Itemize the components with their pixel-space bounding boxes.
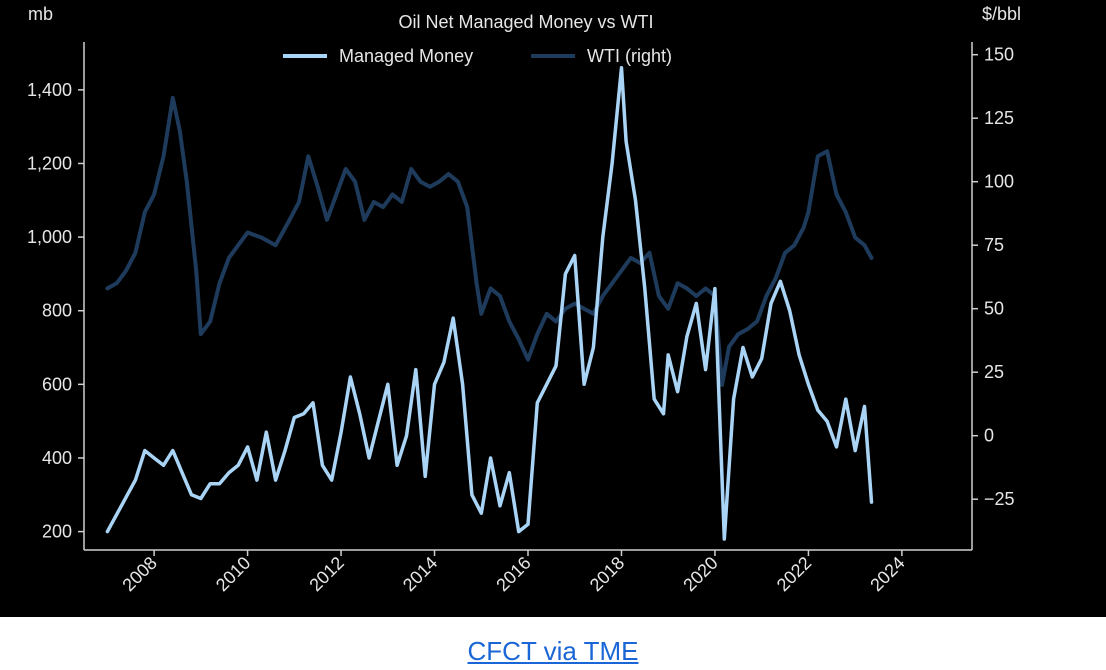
left-axis-tick-label: 600 [42,374,72,394]
chart-figure: Oil Net Managed Money vs WTI mb $/bbl 20… [0,0,1106,617]
managed-money-line [105,66,874,541]
right-axis-tick-label: 50 [984,299,1004,319]
x-axis-tick-label: 2010 [212,553,254,595]
x-axis-tick-label: 2014 [399,553,441,595]
legend-label-managed-money: Managed Money [339,46,473,66]
right-axis-tick-label: 0 [984,426,994,446]
left-axis-tick-label: 400 [42,448,72,468]
left-axis-tick-label: 1,400 [27,80,72,100]
right-axis-tick-label: −25 [984,489,1015,509]
left-axis-tick-label: 200 [42,522,72,542]
series-layer [105,66,874,541]
x-axis-tick-label: 2012 [305,553,347,595]
left-axis-tick-label: 800 [42,301,72,321]
right-axis-tick-label: 150 [984,45,1014,65]
wti-line [105,95,874,387]
legend-label-wti: WTI (right) [587,46,672,66]
x-axis-tick-label: 2022 [773,553,815,595]
left-axis-tick-label: 1,200 [27,153,72,173]
source-link[interactable]: CFCT via TME [467,636,639,666]
x-axis-tick-label: 2020 [679,553,721,595]
right-axis-tick-label: 75 [984,235,1004,255]
left-axis-unit-label: mb [28,4,53,24]
right-axis-tick-label: 25 [984,362,1004,382]
legend: Managed Money WTI (right) [283,46,672,66]
right-axis-tick-label: 100 [984,172,1014,192]
left-axis-tick-label: 1,000 [27,227,72,247]
x-axis-tick-label: 2016 [492,553,534,595]
right-axis-unit-label: $/bbl [982,4,1021,24]
right-axis-tick-label: 125 [984,108,1014,128]
axes: 200 400 600 800 1,000 1,200 1,400 −25 0 25 50 75 100… [27,42,1015,595]
x-axis-tick-label: 2024 [866,553,908,595]
x-axis-tick-label: 2018 [586,553,628,595]
chart-canvas: Oil Net Managed Money vs WTI mb $/bbl 20… [27,4,1021,595]
x-axis-tick-label: 2008 [118,553,160,595]
chart-title: Oil Net Managed Money vs WTI [398,12,653,32]
